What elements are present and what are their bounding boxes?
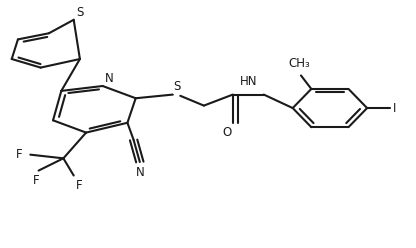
Text: N: N (105, 72, 114, 85)
Text: CH₃: CH₃ (288, 57, 310, 70)
Text: N: N (136, 166, 144, 179)
Text: I: I (393, 102, 396, 115)
Text: F: F (15, 148, 22, 161)
Text: O: O (222, 126, 231, 139)
Text: F: F (76, 179, 82, 192)
Text: S: S (76, 5, 83, 19)
Text: F: F (33, 174, 40, 187)
Text: S: S (174, 80, 181, 93)
Text: HN: HN (240, 75, 257, 88)
